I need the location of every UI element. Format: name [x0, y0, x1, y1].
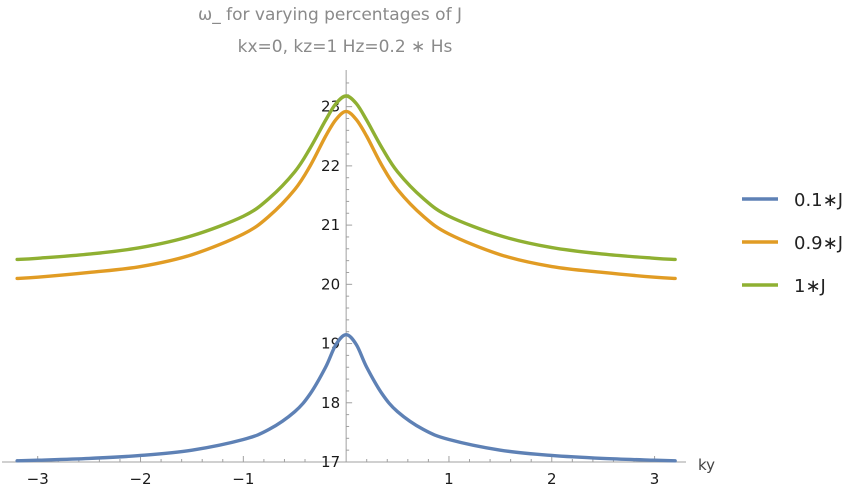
x-tick-label: 2: [547, 470, 557, 488]
series-line-2: [15, 109, 677, 281]
y-tick-label: 22: [321, 157, 340, 175]
series-line-3: [15, 94, 677, 262]
x-tick-label: −2: [129, 470, 151, 488]
x-tick-label: −3: [27, 470, 49, 488]
series-lines: [15, 94, 677, 463]
legend-label: 0.9∗J: [794, 233, 843, 254]
chart-subtitle: kx=0, kz=1 Hz=0.2 ∗ Hs: [238, 37, 453, 57]
x-tick-label: 3: [650, 470, 660, 488]
x-axis-label: ky: [698, 456, 715, 474]
y-tick-label: 17: [321, 453, 340, 471]
legend: 0.1∗J 0.9∗J 1∗J: [742, 190, 843, 297]
legend-label: 0.1∗J: [794, 190, 843, 211]
axes: [2, 70, 686, 463]
x-tick-label: 1: [444, 470, 454, 488]
series-line-1: [15, 332, 677, 463]
chart-title: ω_ for varying percentages of J: [198, 5, 462, 25]
y-tick-label: 20: [321, 275, 340, 293]
x-tick-label: −1: [232, 470, 254, 488]
y-tick-label: 18: [321, 394, 340, 412]
legend-label: 1∗J: [794, 276, 826, 297]
y-tick-label: 21: [321, 216, 340, 234]
